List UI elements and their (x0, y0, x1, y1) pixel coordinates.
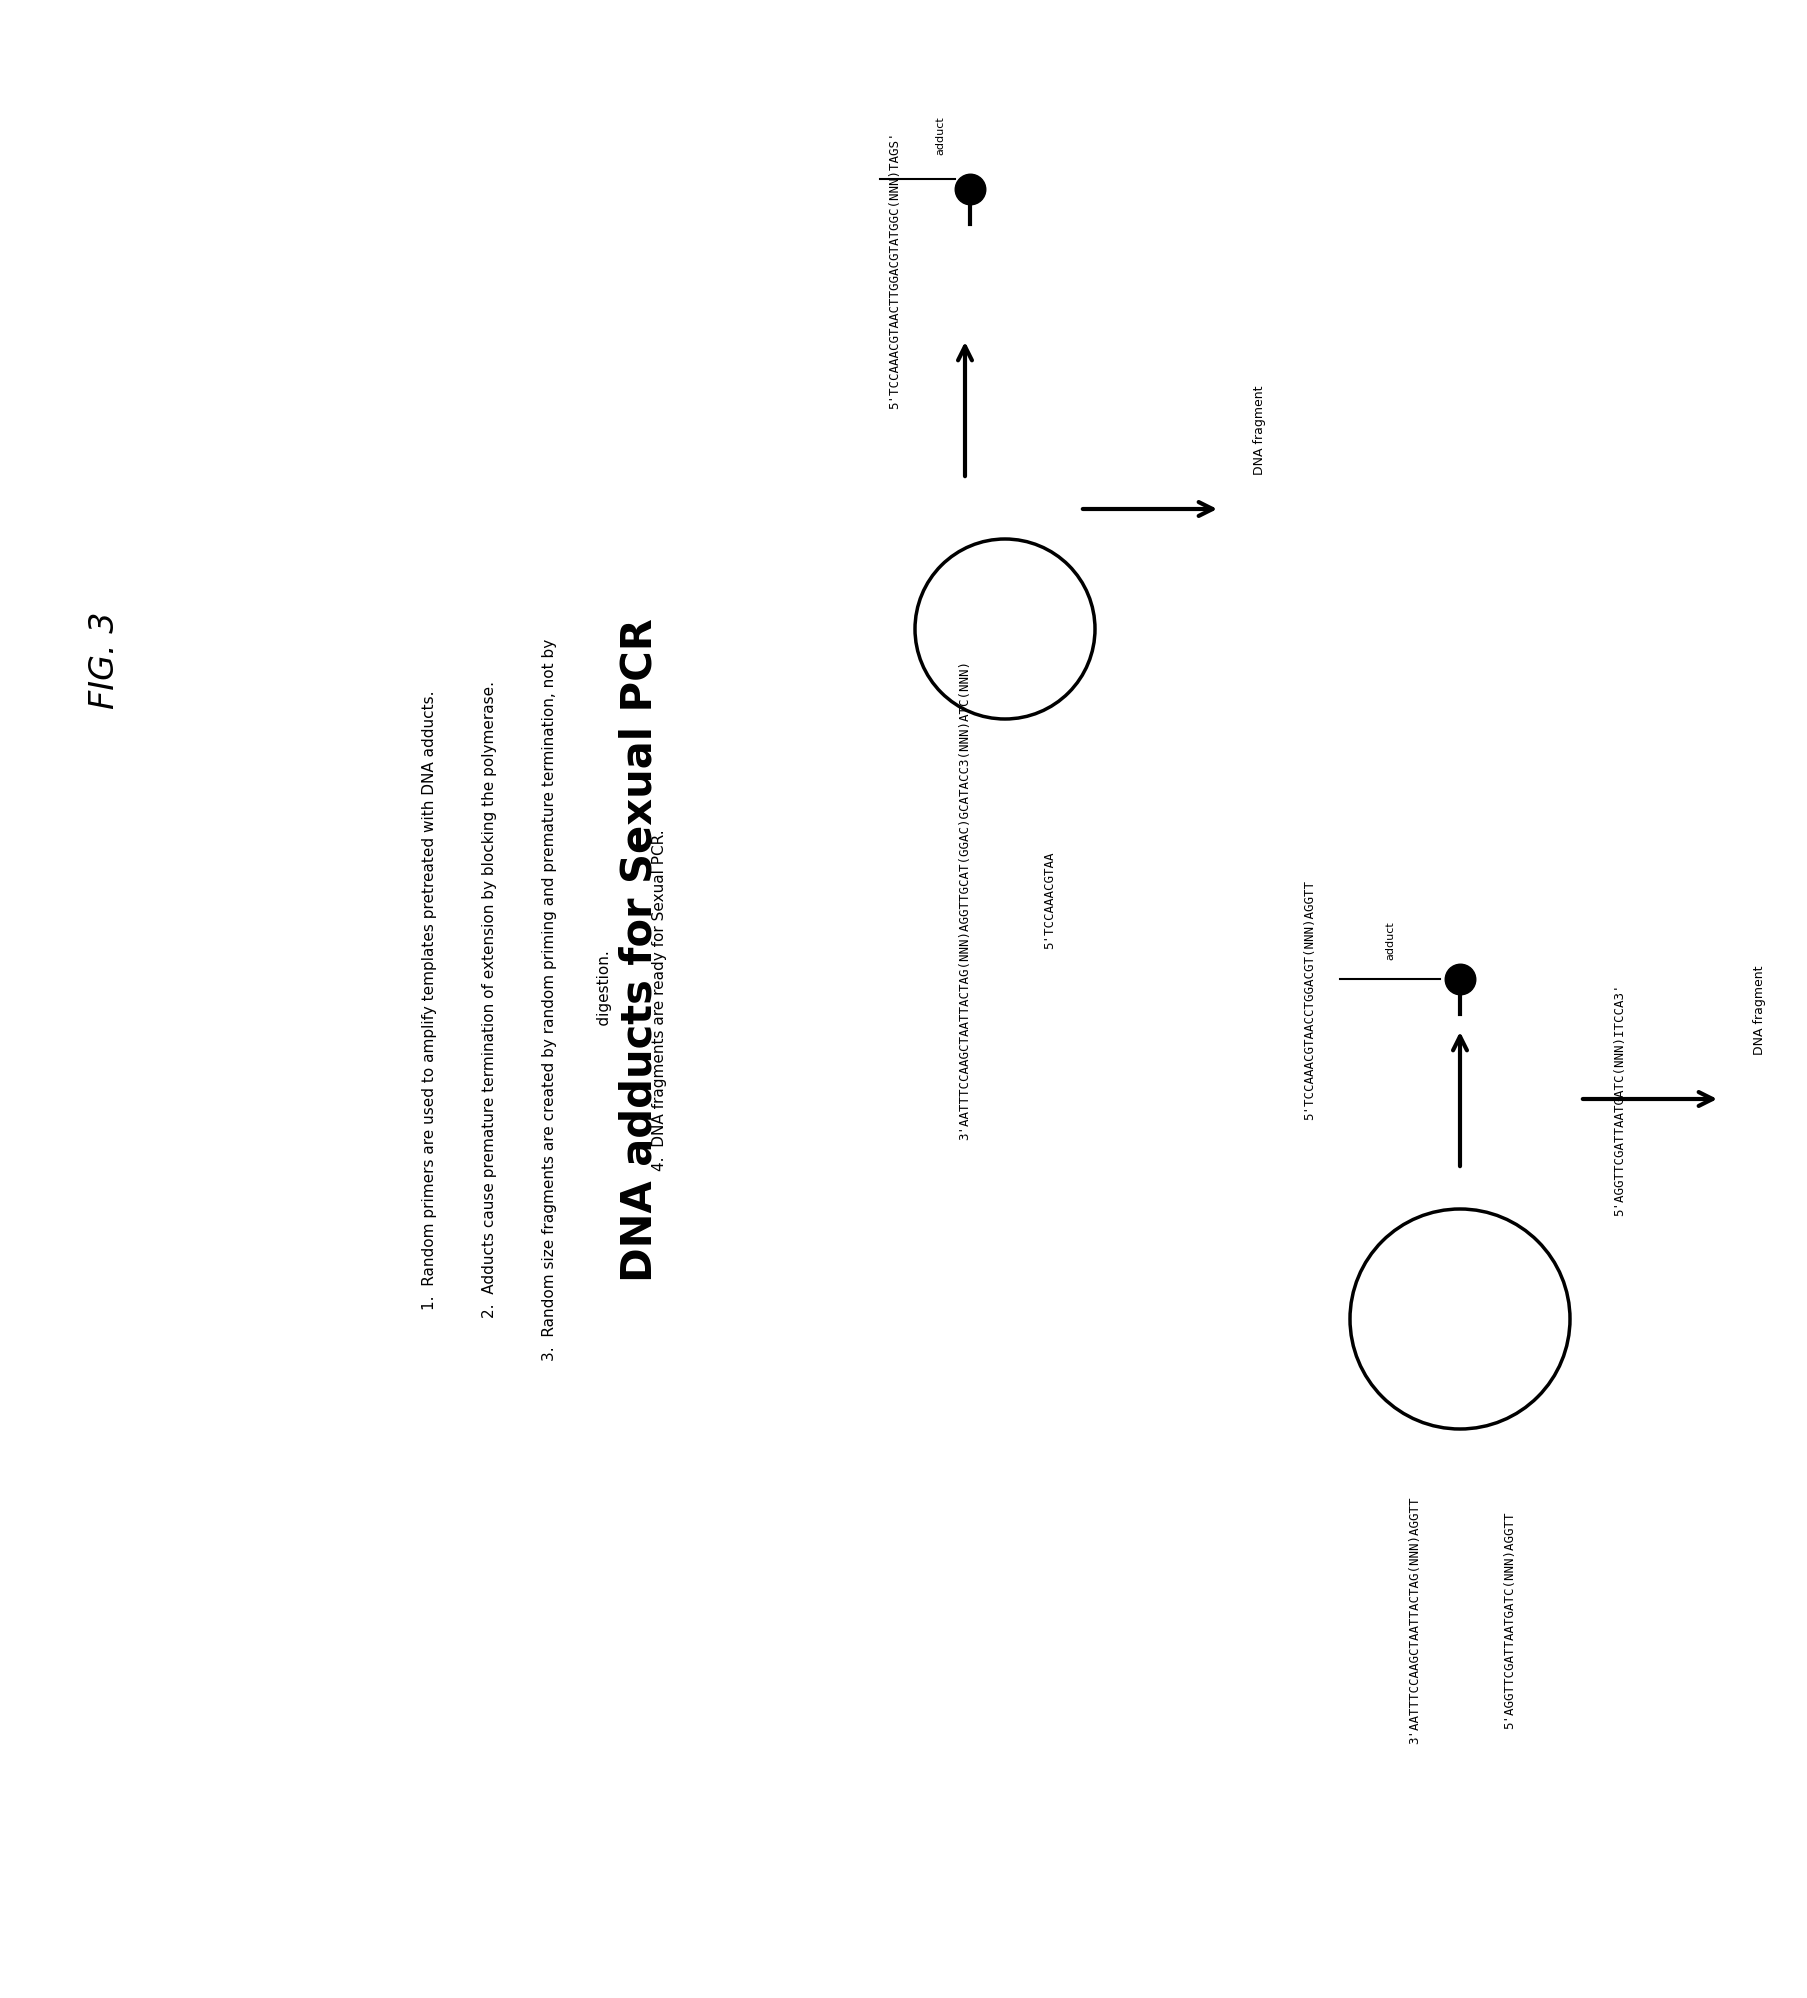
Text: 4.  DNA fragments are ready for Sexual PCR.: 4. DNA fragments are ready for Sexual PC… (652, 829, 667, 1171)
Text: digestion.: digestion. (598, 949, 613, 1049)
Text: adduct: adduct (1384, 921, 1395, 959)
Text: 2.  Adducts cause premature termination of extension by blocking the polymerase.: 2. Adducts cause premature termination o… (482, 681, 497, 1319)
Text: DNA fragment: DNA fragment (1753, 965, 1767, 1055)
Text: FIG. 3: FIG. 3 (89, 611, 121, 709)
Text: 3'AATTTCCAAGCTAATTACTAG(NNN)AGGTTGCAT(GGAC)GCATACC3(NNN)ATC(NNN): 3'AATTTCCAAGCTAATTACTAG(NNN)AGGTTGCAT(GG… (958, 659, 972, 1139)
Text: 5'TCCAAACGTAACCTGGACGT(NNN)AGGTT: 5'TCCAAACGTAACCTGGACGT(NNN)AGGTT (1303, 879, 1317, 1119)
Text: 5'AGGTTCGATTAATGATC(NNN)ITCCA3': 5'AGGTTCGATTAATGATC(NNN)ITCCA3' (1614, 983, 1626, 1215)
Text: 3.  Random size fragments are created by random priming and premature terminatio: 3. Random size fragments are created by … (542, 639, 558, 1361)
Text: 5'AGGTTCGATTAATGATC(NNN)AGGTT: 5'AGGTTCGATTAATGATC(NNN)AGGTT (1503, 1510, 1516, 1728)
Text: 5'TCCAAACGTAACTTGGACGTATGGC(NNN)TAGS': 5'TCCAAACGTAACTTGGACGTATGGC(NNN)TAGS' (889, 132, 902, 408)
Text: 3'AATTTCCAAGCTAATTACTAG(NNN)AGGTT: 3'AATTTCCAAGCTAATTACTAG(NNN)AGGTT (1408, 1495, 1422, 1742)
Text: DNA fragment: DNA fragment (1254, 386, 1267, 474)
Text: 5'TCCAAACGTAA: 5'TCCAAACGTAA (1043, 851, 1057, 949)
Text: 1.  Random primers are used to amplify templates pretreated with DNA adducts.: 1. Random primers are used to amplify te… (423, 689, 437, 1309)
Text: adduct: adduct (934, 116, 945, 156)
Text: DNA adducts for Sexual PCR: DNA adducts for Sexual PCR (620, 617, 661, 1281)
